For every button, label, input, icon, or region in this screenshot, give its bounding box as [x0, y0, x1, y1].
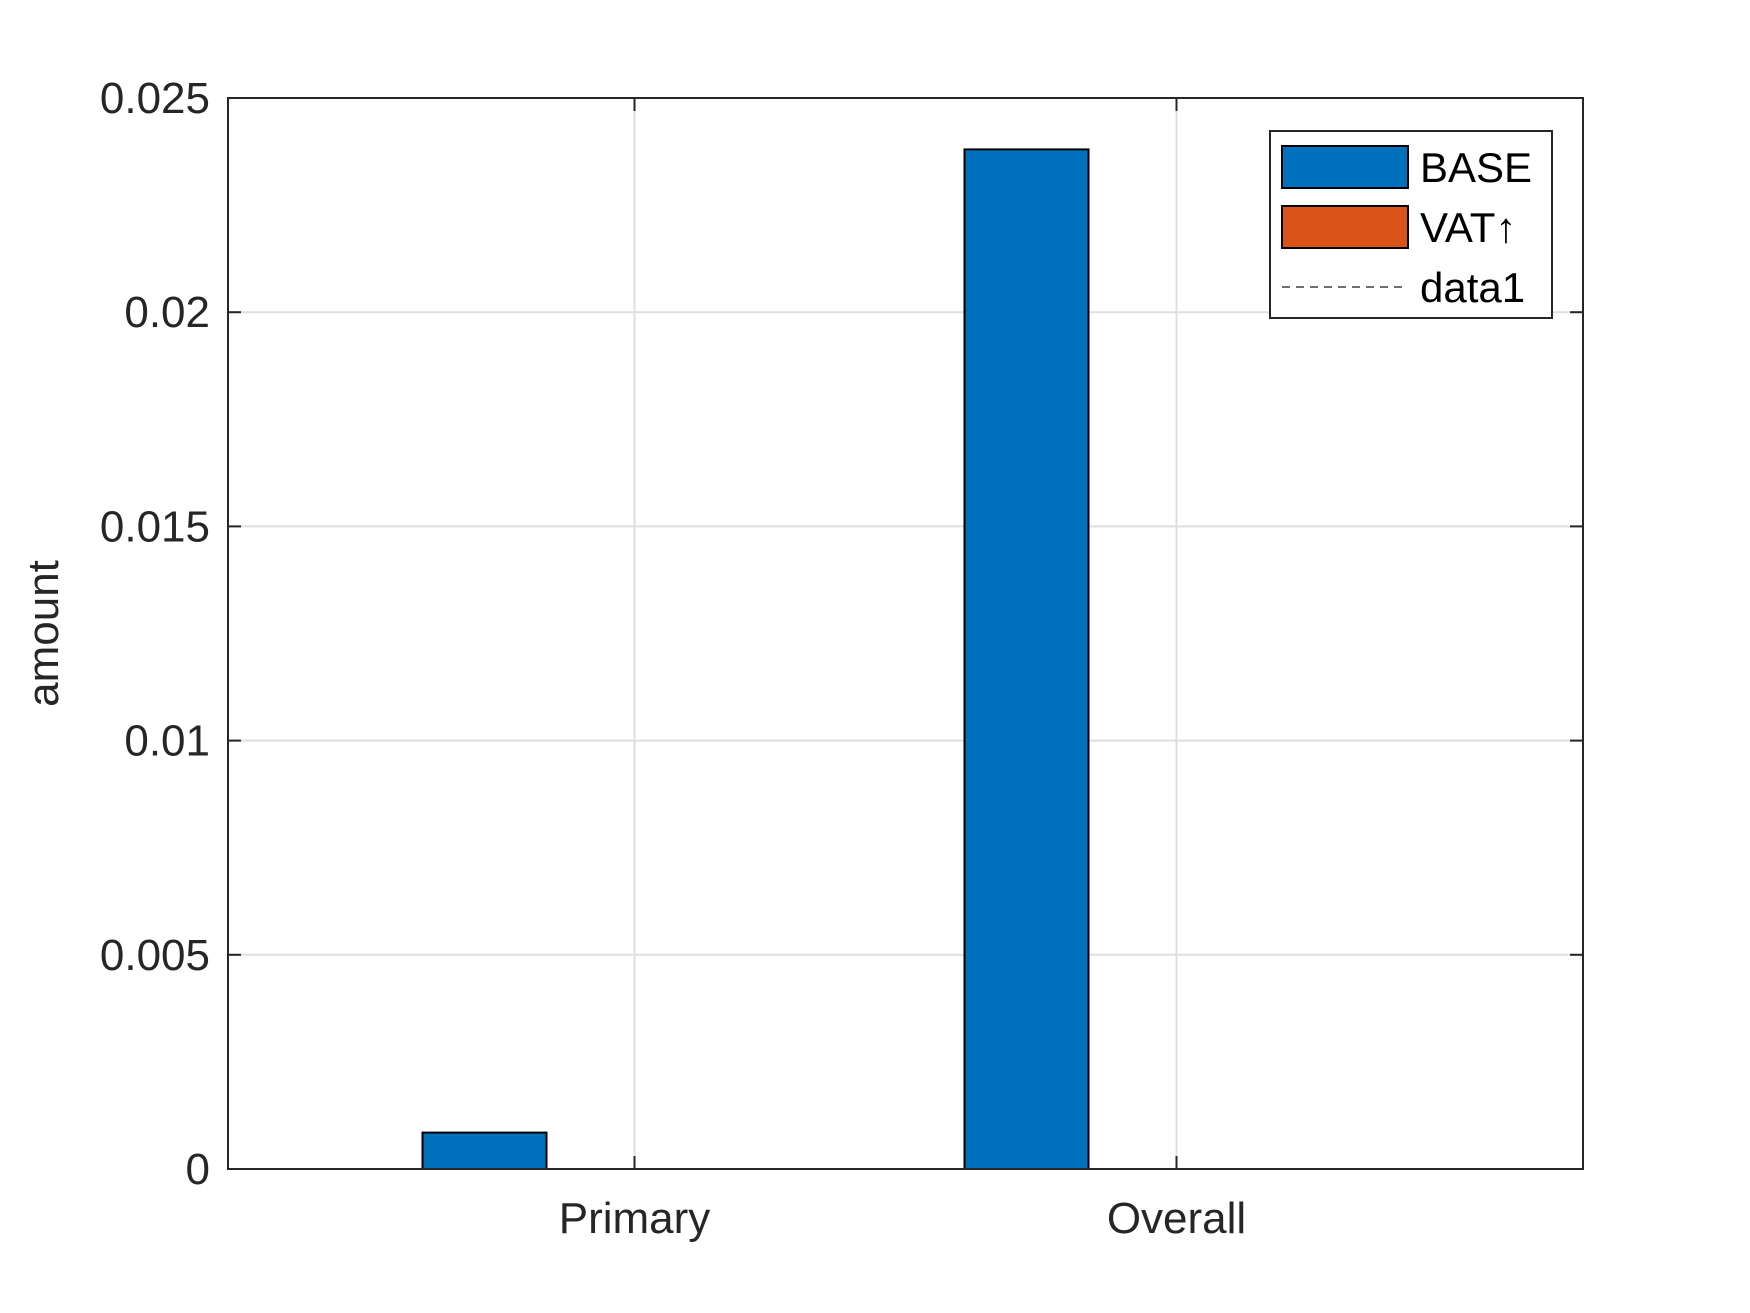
y-tick-label: 0	[186, 1145, 210, 1194]
legend-label-vat: VAT↑	[1420, 204, 1516, 251]
y-tick-label: 0.01	[124, 717, 210, 766]
legend: BASE VAT↑ data1	[1269, 130, 1553, 319]
ticks	[228, 97, 1583, 1170]
legend-swatch-vat	[1281, 205, 1409, 249]
bars	[421, 148, 1090, 1171]
legend-label-base: BASE	[1420, 144, 1532, 191]
y-tick-label: 0.025	[100, 74, 210, 123]
y-tick-label: 0.02	[124, 288, 210, 337]
bar-base-overall	[963, 148, 1090, 1170]
y-tick-label: 0.015	[100, 502, 210, 551]
legend-label-data1: data1	[1420, 264, 1525, 311]
bar-base-primary	[421, 1131, 548, 1171]
x-tick-label-primary: Primary	[559, 1194, 711, 1243]
x-tick-label-overall: Overall	[1107, 1194, 1246, 1243]
axes-box	[227, 97, 1584, 1170]
x-tick-labels: Primary Overall	[559, 1194, 1246, 1243]
y-axis-label: amount	[19, 560, 68, 707]
y-tick-label: 0.005	[100, 931, 210, 980]
legend-swatch-base	[1281, 145, 1409, 189]
y-tick-labels: 0 0.005 0.01 0.015 0.02 0.025	[100, 74, 210, 1194]
